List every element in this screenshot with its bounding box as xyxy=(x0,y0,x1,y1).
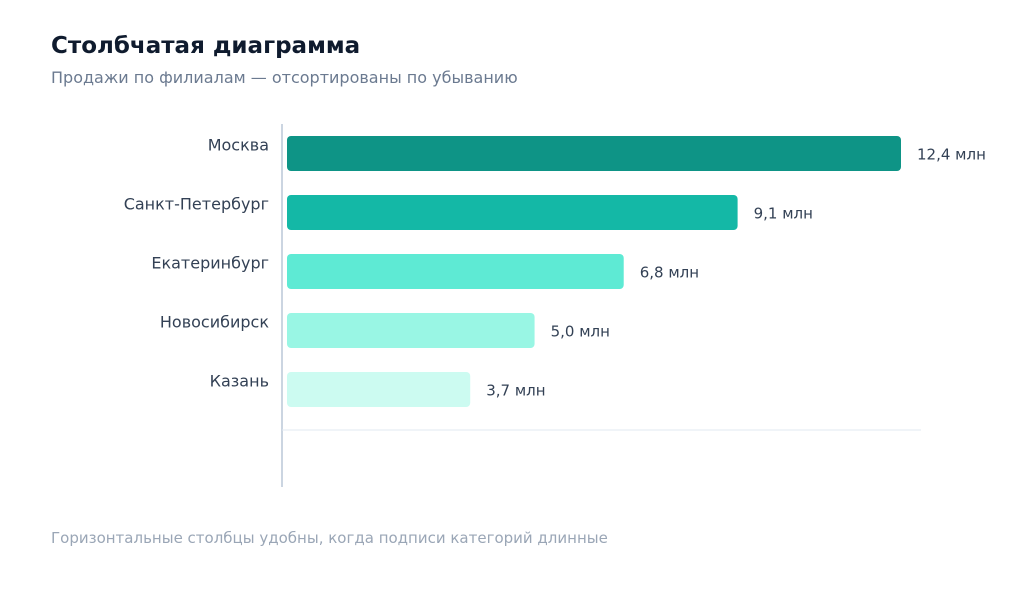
category-label: Москва xyxy=(208,136,269,155)
value-label: 3,7 млн xyxy=(486,382,545,400)
bars-group: Москва 12,4 млн Санкт-Петербург 9,1 млн Екат… xyxy=(124,136,986,407)
bar xyxy=(287,136,901,171)
bar xyxy=(287,313,535,348)
bar xyxy=(287,372,471,407)
value-label: 9,1 млн xyxy=(754,205,813,223)
category-label: Казань xyxy=(210,372,269,391)
chart-subtitle: Продажи по филиалам — отсортированы по у… xyxy=(51,68,518,87)
chart-title: Столбчатая диаграмма xyxy=(51,33,361,59)
category-label: Екатеринбург xyxy=(151,254,269,273)
category-label: Новосибирск xyxy=(160,313,269,332)
value-label: 12,4 млн xyxy=(917,146,986,164)
bar xyxy=(287,254,624,289)
category-label: Санкт-Петербург xyxy=(124,195,269,214)
chart-footnote: Горизонтальные столбцы удобны, когда под… xyxy=(51,529,608,547)
value-label: 5,0 млн xyxy=(551,323,610,341)
value-label: 6,8 млн xyxy=(640,264,699,282)
bar xyxy=(287,195,738,230)
